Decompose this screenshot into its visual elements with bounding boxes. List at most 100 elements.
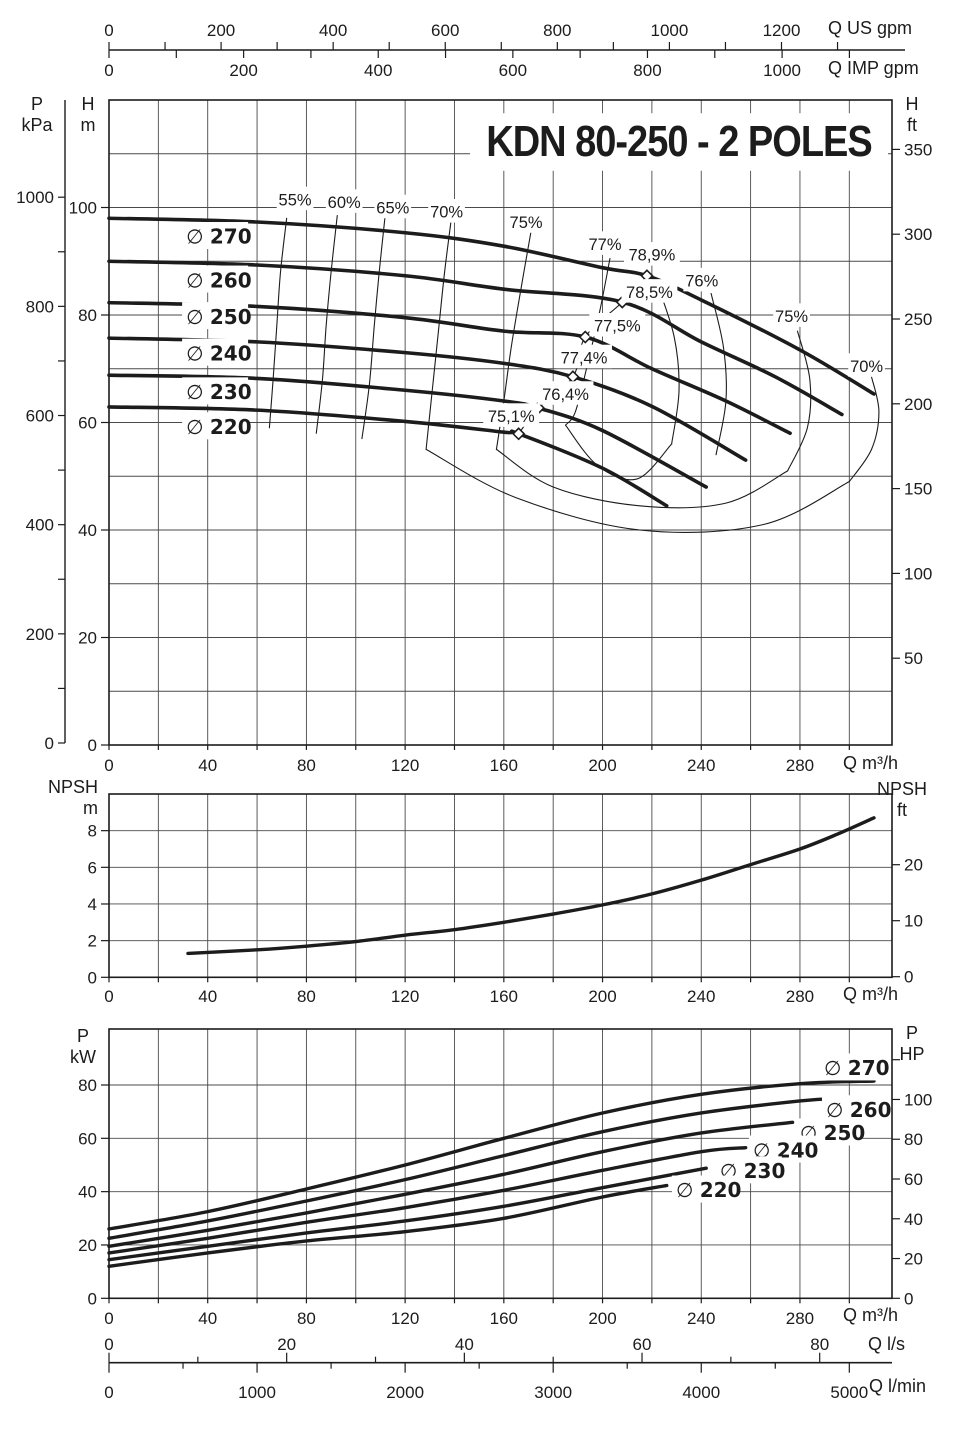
kpa-tick-label: 200 — [26, 625, 54, 644]
unit-label-npsh-ft: NPSH ft — [876, 779, 927, 820]
flow-lmin-tick-label: 0 — [104, 1383, 113, 1402]
efficiency-label: 55% — [279, 191, 312, 209]
efficiency-contour — [564, 424, 673, 481]
x-tick-label: 240 — [687, 756, 715, 775]
x-tick-label: 240 — [687, 987, 715, 1006]
power-curve-250 — [107, 1120, 795, 1249]
power-curve-240 — [107, 1145, 748, 1255]
impeller-label-250-bg — [182, 302, 249, 330]
power-impeller-label-240: ∅ 240 — [753, 1138, 819, 1162]
power-hp-tick-label: 100 — [904, 1090, 932, 1109]
imp-gpm-tick-label: 1000 — [763, 61, 801, 80]
power-kw-tick-label: 40 — [78, 1183, 97, 1202]
unit-label-flow-m3h-top: Q m³/h — [843, 753, 899, 773]
bep-efficiency-label: 76,4% — [542, 386, 589, 404]
x-tick-label: 200 — [588, 987, 616, 1006]
impeller-label-230-bg — [182, 377, 249, 405]
bep-efficiency-label: 78,5% — [626, 284, 673, 302]
power-hp-tick-label: 40 — [904, 1210, 923, 1229]
imp-gpm-tick-label: 0 — [104, 61, 113, 80]
us-gpm-tick-label: 800 — [543, 21, 571, 40]
unit-label-head-m: H m — [80, 94, 96, 135]
power-impeller-label-220-bg — [671, 1175, 738, 1203]
npsh-ft-tick-label: 20 — [904, 856, 923, 875]
unit-label-flow-m3h-bottom: Q m³/h — [843, 1305, 899, 1325]
efficiency-label: 77% — [588, 236, 621, 254]
flow-lmin-tick-label: 2000 — [386, 1383, 424, 1402]
head-ft-tick-label: 100 — [904, 564, 932, 583]
unit-label-power-hp: P HP — [899, 1023, 925, 1064]
bep-efficiency-label-bg — [589, 313, 646, 337]
imp-gpm-tick-label: 200 — [229, 61, 257, 80]
impeller-label-220-bg — [182, 412, 249, 440]
efficiency-label-bg — [276, 186, 314, 211]
kpa-tick-label: 400 — [26, 516, 54, 535]
flow-lmin-tick-label: 5000 — [830, 1383, 868, 1402]
impeller-label-260: ∅ 260 — [186, 268, 252, 292]
efficiency-contour — [268, 217, 288, 429]
x-tick-label: 240 — [687, 1309, 715, 1328]
plot-border — [108, 1028, 893, 1300]
efficiency-label: 70% — [850, 358, 883, 376]
efficiency-label-bg — [325, 189, 363, 213]
power-kw-tick-label: 80 — [78, 1076, 97, 1095]
npsh-ft-tick-label: 10 — [904, 912, 923, 931]
efficiency-label-bg — [586, 231, 624, 255]
unit-label-flow-ls: Q l/s — [868, 1334, 906, 1354]
impeller-label-260-bg — [182, 265, 249, 293]
unit-label-flow-us-gpm: Q US gpm — [828, 18, 913, 38]
power-impeller-label-220: ∅ 220 — [676, 1178, 742, 1202]
bep-diamond-icon — [512, 427, 526, 441]
head-ft-tick-label: 200 — [904, 395, 932, 414]
efficiency-label-bg — [374, 194, 412, 219]
bep-diamond-icon — [566, 370, 580, 384]
npsh-curve — [186, 816, 876, 956]
impeller-label-270: ∅ 270 — [186, 225, 252, 249]
imp-gpm-tick-label: 600 — [499, 61, 527, 80]
flow-ls-tick-label: 20 — [277, 1335, 296, 1354]
bep-efficiency-label: 77,5% — [594, 318, 641, 336]
x-tick-label: 80 — [297, 1309, 316, 1328]
efficiency-label: 60% — [328, 194, 361, 212]
power-hp-tick-label: 0 — [904, 1289, 913, 1308]
power-kw-tick-label: 20 — [78, 1236, 97, 1255]
bep-efficiency-label: 78,9% — [628, 247, 675, 265]
x-tick-label: 200 — [588, 756, 616, 775]
power-kw-tick-label: 0 — [88, 1289, 97, 1308]
head-m-tick-label: 100 — [69, 199, 97, 218]
kpa-tick-label: 0 — [45, 734, 54, 753]
efficiency-contour — [425, 448, 850, 533]
efficiency-label-bg — [428, 199, 465, 223]
flow-ls-tick-label: 0 — [104, 1335, 113, 1354]
us-gpm-tick-label: 1000 — [650, 21, 688, 40]
power-impeller-label-270-bg — [820, 1053, 887, 1081]
unit-label-head-ft: H ft — [905, 94, 919, 135]
unit-label-npsh-m: NPSH m — [47, 777, 98, 818]
us-gpm-tick-label: 200 — [207, 21, 235, 40]
head-m-tick-label: 80 — [78, 306, 97, 325]
bep-efficiency-label: 77,4% — [561, 349, 608, 367]
efficiency-contour — [361, 212, 386, 440]
power-hp-tick-label: 60 — [904, 1170, 923, 1189]
head-ft-tick-label: 300 — [904, 225, 932, 244]
impeller-label-230: ∅ 230 — [186, 380, 252, 404]
bep-efficiency-label-bg — [623, 242, 680, 266]
us-gpm-tick-label: 1200 — [763, 21, 801, 40]
x-tick-label: 200 — [588, 1309, 616, 1328]
pump-curve-260 — [107, 259, 844, 417]
imp-gpm-tick-label: 400 — [364, 61, 392, 80]
efficiency-contour — [495, 448, 789, 509]
flow-lmin-tick-label: 3000 — [534, 1383, 572, 1402]
us-gpm-tick-label: 0 — [104, 21, 113, 40]
npsh-ft-tick-label: 0 — [904, 968, 913, 987]
unit-label-power-kw: P kW — [70, 1026, 96, 1067]
efficiency-label: 70% — [430, 204, 463, 222]
power-impeller-label-260: ∅ 260 — [826, 1098, 892, 1122]
x-tick-label: 80 — [297, 756, 316, 775]
bep-efficiency-label-bg — [483, 403, 540, 427]
bep-diamond-icon — [578, 330, 592, 344]
head-ft-tick-label: 250 — [904, 310, 932, 329]
flow-ls-tick-label: 40 — [455, 1335, 474, 1354]
